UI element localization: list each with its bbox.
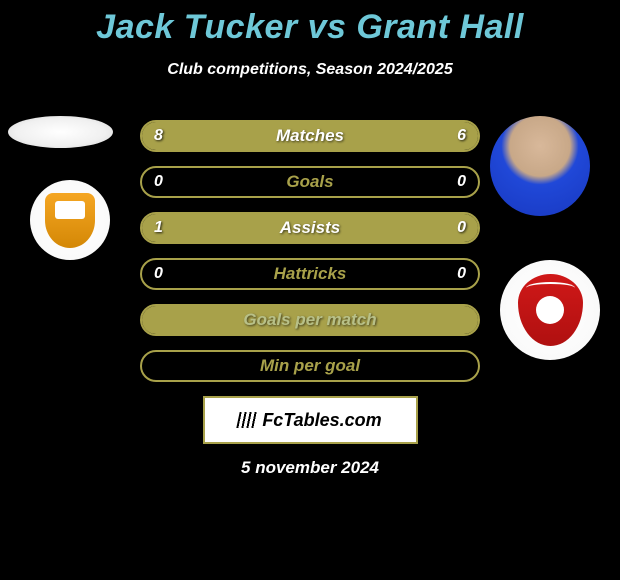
stat-label: Goals (286, 172, 333, 192)
swindon-crest-icon (518, 274, 583, 346)
stat-label: Hattricks (274, 264, 347, 284)
stat-row: 0 0 Goals (140, 166, 480, 198)
stat-value-left: 0 (154, 173, 163, 191)
stats-area: 8 6 Matches 0 0 Goals 1 0 Assists 0 0 Hattricks Goal… (0, 120, 620, 478)
team-right-badge (500, 260, 600, 360)
stat-row: 8 6 Matches (140, 120, 480, 152)
stat-row: Min per goal (140, 350, 480, 382)
stat-row: Goals per match (140, 304, 480, 336)
stat-row: 1 0 Assists (140, 212, 480, 244)
stat-value-left: 0 (154, 265, 163, 283)
stat-value-right: 0 (457, 219, 466, 237)
stat-label: Goals per match (243, 310, 376, 330)
fctables-branding: FcTables.com (203, 396, 418, 444)
stat-value-left: 1 (154, 219, 163, 237)
stat-value-right: 0 (457, 265, 466, 283)
page-title: Jack Tucker vs Grant Hall (0, 0, 620, 47)
stat-value-right: 6 (457, 127, 466, 145)
stat-value-right: 0 (457, 173, 466, 191)
mk-dons-crest-icon (45, 193, 95, 248)
team-left-badge (30, 180, 110, 260)
stat-label: Matches (276, 126, 344, 146)
stat-value-left: 8 (154, 127, 163, 145)
player-right-photo (490, 116, 590, 216)
fctables-label: FcTables.com (262, 410, 381, 431)
date-label: 5 november 2024 (0, 458, 620, 478)
player-left-photo (8, 116, 113, 148)
stat-label: Min per goal (260, 356, 360, 376)
stat-label: Assists (280, 218, 340, 238)
stat-row: 0 0 Hattricks (140, 258, 480, 290)
fctables-logo-icon (237, 412, 260, 428)
page-subtitle: Club competitions, Season 2024/2025 (0, 61, 620, 79)
